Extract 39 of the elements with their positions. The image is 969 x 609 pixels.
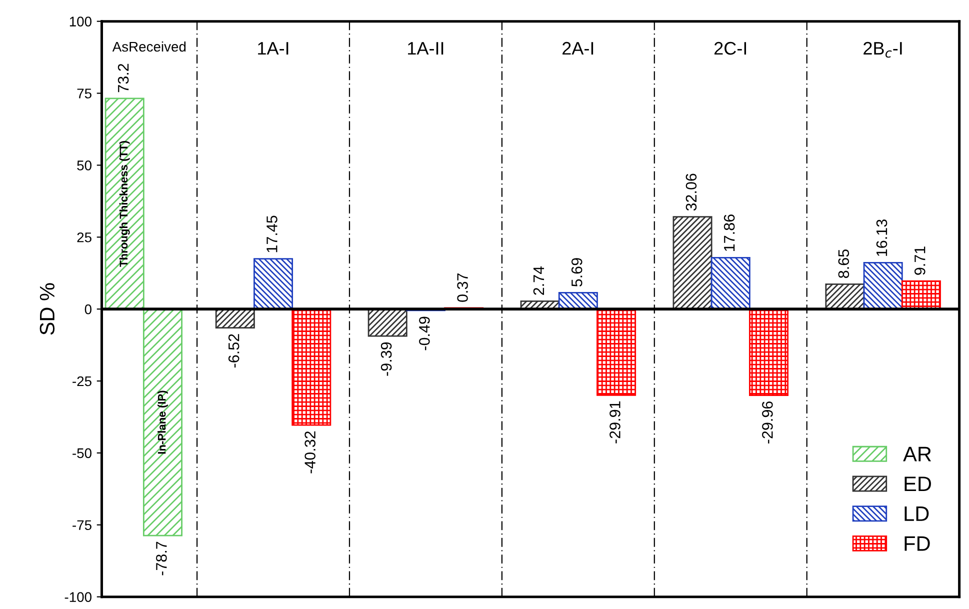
- legend-label: LD: [904, 506, 929, 521]
- x-tick-label: AsReceived: [112, 41, 186, 52]
- y-tick-label: -50: [72, 448, 92, 458]
- legend-label: AR: [903, 446, 932, 462]
- data-label: -9.39: [380, 342, 392, 376]
- data-label: 16.13: [876, 220, 888, 256]
- y-tick-label: 50: [77, 160, 92, 170]
- y-tick-label: 100: [70, 16, 92, 26]
- data-label: 2.74: [533, 266, 544, 295]
- data-label: -6.52: [228, 334, 240, 368]
- y-tick-label: -75: [72, 520, 92, 530]
- legend-label: ED: [904, 476, 931, 492]
- y-tick-label: 25: [77, 232, 92, 242]
- y-tick-label: -25: [72, 376, 92, 386]
- y-tick-label: 0: [84, 304, 92, 314]
- x-tick-label: 1A-I: [258, 42, 288, 55]
- data-label: -29.91: [610, 401, 620, 444]
- data-label: 17.45: [266, 216, 278, 252]
- x-tick-label: 1A-II: [408, 42, 444, 55]
- data-label: -78.7: [156, 542, 167, 576]
- data-label: -40.32: [304, 431, 316, 474]
- data-label: 17.86: [724, 214, 735, 251]
- x-tick-label: 2C-I: [714, 42, 746, 55]
- data-label: 73.2: [118, 64, 129, 92]
- data-label: 0.37: [457, 273, 468, 302]
- annotation: In-Plane (IP): [158, 390, 168, 454]
- data-label: -0.49: [418, 316, 430, 350]
- data-label: 5.69: [571, 258, 582, 287]
- y-axis-title: SD %: [40, 283, 55, 335]
- y-tick-label: -100: [64, 592, 92, 602]
- y-tick-label: 75: [77, 88, 92, 98]
- annotation: Through Thickness (TT): [119, 141, 130, 267]
- data-label: 32.06: [686, 174, 697, 211]
- data-label: -29.96: [762, 402, 773, 444]
- data-label: 8.65: [838, 250, 850, 278]
- x-tick-label: 2B$_{c}$-I: [864, 42, 902, 58]
- data-label: 9.71: [914, 246, 926, 275]
- legend-label: FD: [904, 536, 930, 551]
- x-tick-label: 2A-I: [562, 42, 594, 55]
